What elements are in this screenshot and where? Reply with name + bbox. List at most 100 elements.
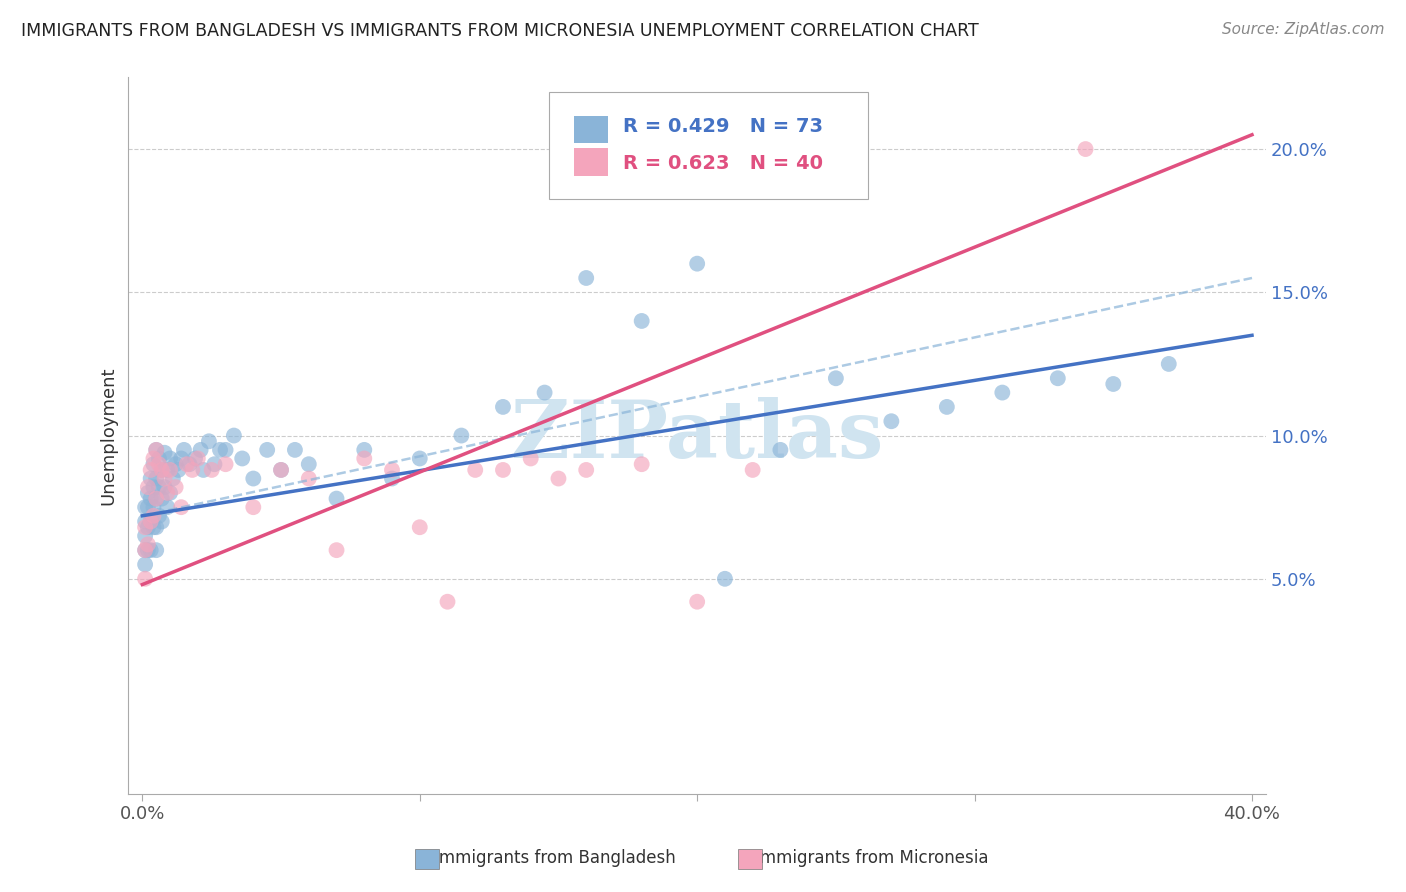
Point (231, 451, 253, 466)
Point (492, 400, 515, 414)
Point (142, 500, 165, 515)
Point (145, 543, 167, 558)
Text: Immigrants from Micronesia: Immigrants from Micronesia (755, 849, 988, 867)
Point (298, 457, 321, 471)
Point (181, 463, 204, 477)
Point (153, 480, 176, 494)
Point (381, 463, 404, 477)
Point (1074, 142, 1097, 156)
Bar (574, 148, 609, 176)
Point (159, 463, 181, 477)
Point (134, 543, 156, 558)
Point (630, 314, 652, 328)
Text: ZIPatlas: ZIPatlas (510, 397, 883, 475)
Point (242, 500, 264, 515)
Point (256, 442, 278, 457)
Point (575, 271, 598, 285)
Point (464, 463, 486, 477)
Point (179, 457, 201, 471)
Text: Immigrants from Bangladesh: Immigrants from Bangladesh (434, 849, 676, 867)
Point (242, 471, 264, 485)
Point (450, 428, 472, 442)
Point (214, 457, 236, 471)
Point (134, 520, 156, 534)
Point (201, 463, 224, 477)
Point (492, 463, 515, 477)
Point (134, 529, 156, 543)
Point (409, 451, 432, 466)
Point (170, 500, 193, 515)
Point (167, 463, 190, 477)
Point (298, 471, 321, 485)
Point (139, 543, 162, 558)
Point (148, 508, 170, 523)
Point (409, 520, 432, 534)
Bar (574, 116, 609, 144)
Point (184, 451, 207, 466)
Point (136, 537, 159, 551)
Point (136, 500, 159, 515)
Point (136, 486, 159, 500)
Point (153, 471, 176, 485)
Point (145, 442, 167, 457)
Point (142, 480, 165, 494)
Point (519, 451, 541, 466)
Point (142, 508, 165, 523)
Point (214, 442, 236, 457)
Point (436, 595, 458, 609)
Point (714, 572, 737, 586)
Point (134, 572, 156, 586)
Point (353, 451, 375, 466)
Point (1102, 376, 1125, 391)
Point (145, 491, 167, 506)
Point (148, 480, 170, 494)
FancyBboxPatch shape (550, 92, 868, 199)
Point (139, 471, 162, 485)
Point (153, 446, 176, 460)
Point (381, 471, 404, 485)
Point (204, 457, 226, 471)
Point (142, 520, 165, 534)
Point (136, 520, 159, 534)
Point (533, 385, 555, 400)
Point (769, 442, 792, 457)
Point (142, 451, 165, 466)
Point (575, 463, 598, 477)
Point (190, 442, 212, 457)
Point (145, 520, 167, 534)
Point (156, 463, 179, 477)
Point (222, 428, 245, 442)
Point (136, 543, 159, 558)
Text: Source: ZipAtlas.com: Source: ZipAtlas.com (1222, 22, 1385, 37)
Point (173, 442, 195, 457)
Point (139, 515, 162, 529)
Point (198, 434, 221, 449)
Point (193, 463, 215, 477)
Point (162, 471, 184, 485)
Point (208, 442, 231, 457)
Point (270, 463, 292, 477)
Point (1157, 357, 1180, 371)
Point (353, 442, 375, 457)
Point (134, 515, 156, 529)
Point (150, 463, 173, 477)
Point (148, 451, 170, 466)
Point (176, 457, 198, 471)
Point (150, 515, 173, 529)
Point (187, 451, 209, 466)
Point (935, 400, 957, 414)
Point (270, 463, 292, 477)
Point (148, 457, 170, 471)
Point (325, 491, 347, 506)
Point (630, 457, 652, 471)
Point (165, 480, 187, 494)
Y-axis label: Unemployment: Unemployment (100, 367, 117, 505)
Point (686, 257, 709, 271)
Point (145, 442, 167, 457)
Point (1046, 371, 1069, 385)
Point (741, 463, 763, 477)
Point (134, 558, 156, 572)
Point (134, 543, 156, 558)
Point (170, 451, 193, 466)
Text: R = 0.623   N = 40: R = 0.623 N = 40 (623, 154, 824, 173)
